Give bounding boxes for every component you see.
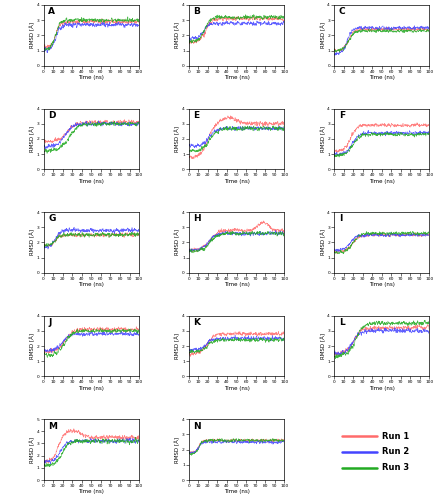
Y-axis label: RMSD [Å]: RMSD [Å]	[175, 126, 181, 152]
Y-axis label: RMSD [Å]: RMSD [Å]	[175, 22, 181, 48]
Text: L: L	[339, 318, 344, 327]
Y-axis label: RMSD [Å]: RMSD [Å]	[175, 333, 181, 359]
X-axis label: Time (ns): Time (ns)	[224, 490, 249, 494]
Text: Run 1: Run 1	[382, 432, 409, 440]
Y-axis label: RMSD [Å]: RMSD [Å]	[30, 126, 36, 152]
Y-axis label: RMSD [Å]: RMSD [Å]	[175, 230, 181, 256]
X-axis label: Time (ns): Time (ns)	[224, 386, 249, 391]
Text: C: C	[339, 8, 345, 16]
Text: K: K	[194, 318, 201, 327]
X-axis label: Time (ns): Time (ns)	[224, 75, 249, 80]
Text: J: J	[48, 318, 52, 327]
X-axis label: Time (ns): Time (ns)	[78, 178, 104, 184]
Text: A: A	[48, 8, 55, 16]
X-axis label: Time (ns): Time (ns)	[224, 178, 249, 184]
Y-axis label: RMSD [Å]: RMSD [Å]	[320, 126, 326, 152]
Text: Run 3: Run 3	[382, 464, 409, 472]
Y-axis label: RMSD [Å]: RMSD [Å]	[320, 230, 326, 256]
Y-axis label: RMSD [Å]: RMSD [Å]	[175, 436, 181, 462]
Text: G: G	[48, 214, 56, 224]
X-axis label: Time (ns): Time (ns)	[78, 75, 104, 80]
Text: E: E	[194, 111, 200, 120]
Y-axis label: RMSD [Å]: RMSD [Å]	[30, 436, 35, 462]
X-axis label: Time (ns): Time (ns)	[369, 75, 395, 80]
Text: B: B	[194, 8, 201, 16]
Text: N: N	[194, 422, 201, 430]
Y-axis label: RMSD [Å]: RMSD [Å]	[320, 333, 326, 359]
X-axis label: Time (ns): Time (ns)	[369, 386, 395, 391]
X-axis label: Time (ns): Time (ns)	[224, 282, 249, 287]
Y-axis label: RMSD [Å]: RMSD [Å]	[30, 230, 36, 256]
Text: D: D	[48, 111, 56, 120]
X-axis label: Time (ns): Time (ns)	[78, 386, 104, 391]
Text: M: M	[48, 422, 58, 430]
X-axis label: Time (ns): Time (ns)	[78, 490, 104, 494]
X-axis label: Time (ns): Time (ns)	[369, 282, 395, 287]
Text: H: H	[194, 214, 201, 224]
Text: F: F	[339, 111, 345, 120]
X-axis label: Time (ns): Time (ns)	[78, 282, 104, 287]
Y-axis label: RMSD [Å]: RMSD [Å]	[30, 333, 36, 359]
X-axis label: Time (ns): Time (ns)	[369, 178, 395, 184]
Y-axis label: RMSD [Å]: RMSD [Å]	[320, 22, 326, 48]
Y-axis label: RMSD [Å]: RMSD [Å]	[30, 22, 36, 48]
Text: Run 2: Run 2	[382, 448, 409, 456]
Text: I: I	[339, 214, 342, 224]
